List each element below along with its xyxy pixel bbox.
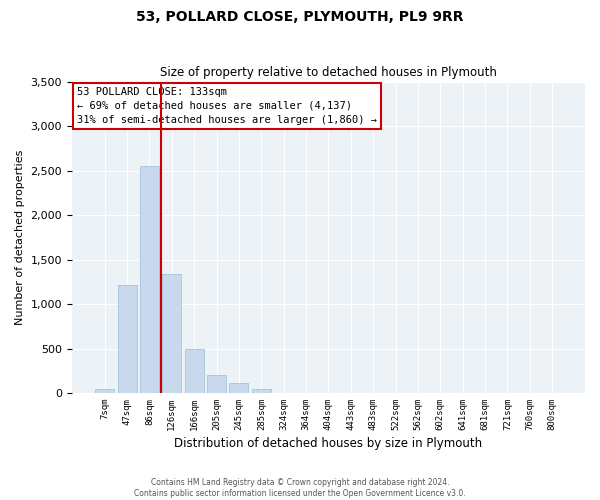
Bar [252,390,271,393]
Bar [207,375,226,393]
Title: Size of property relative to detached houses in Plymouth: Size of property relative to detached ho… [160,66,497,80]
Text: 53, POLLARD CLOSE, PLYMOUTH, PL9 9RR: 53, POLLARD CLOSE, PLYMOUTH, PL9 9RR [136,10,464,24]
Text: 53 POLLARD CLOSE: 133sqm
← 69% of detached houses are smaller (4,137)
31% of sem: 53 POLLARD CLOSE: 133sqm ← 69% of detach… [77,86,377,124]
Bar [163,274,181,393]
Bar [118,284,137,393]
Text: Contains HM Land Registry data © Crown copyright and database right 2024.
Contai: Contains HM Land Registry data © Crown c… [134,478,466,498]
Y-axis label: Number of detached properties: Number of detached properties [15,150,25,325]
Bar [229,383,248,393]
Bar [185,350,204,393]
X-axis label: Distribution of detached houses by size in Plymouth: Distribution of detached houses by size … [175,437,482,450]
Bar [95,388,114,393]
Bar [140,166,159,393]
